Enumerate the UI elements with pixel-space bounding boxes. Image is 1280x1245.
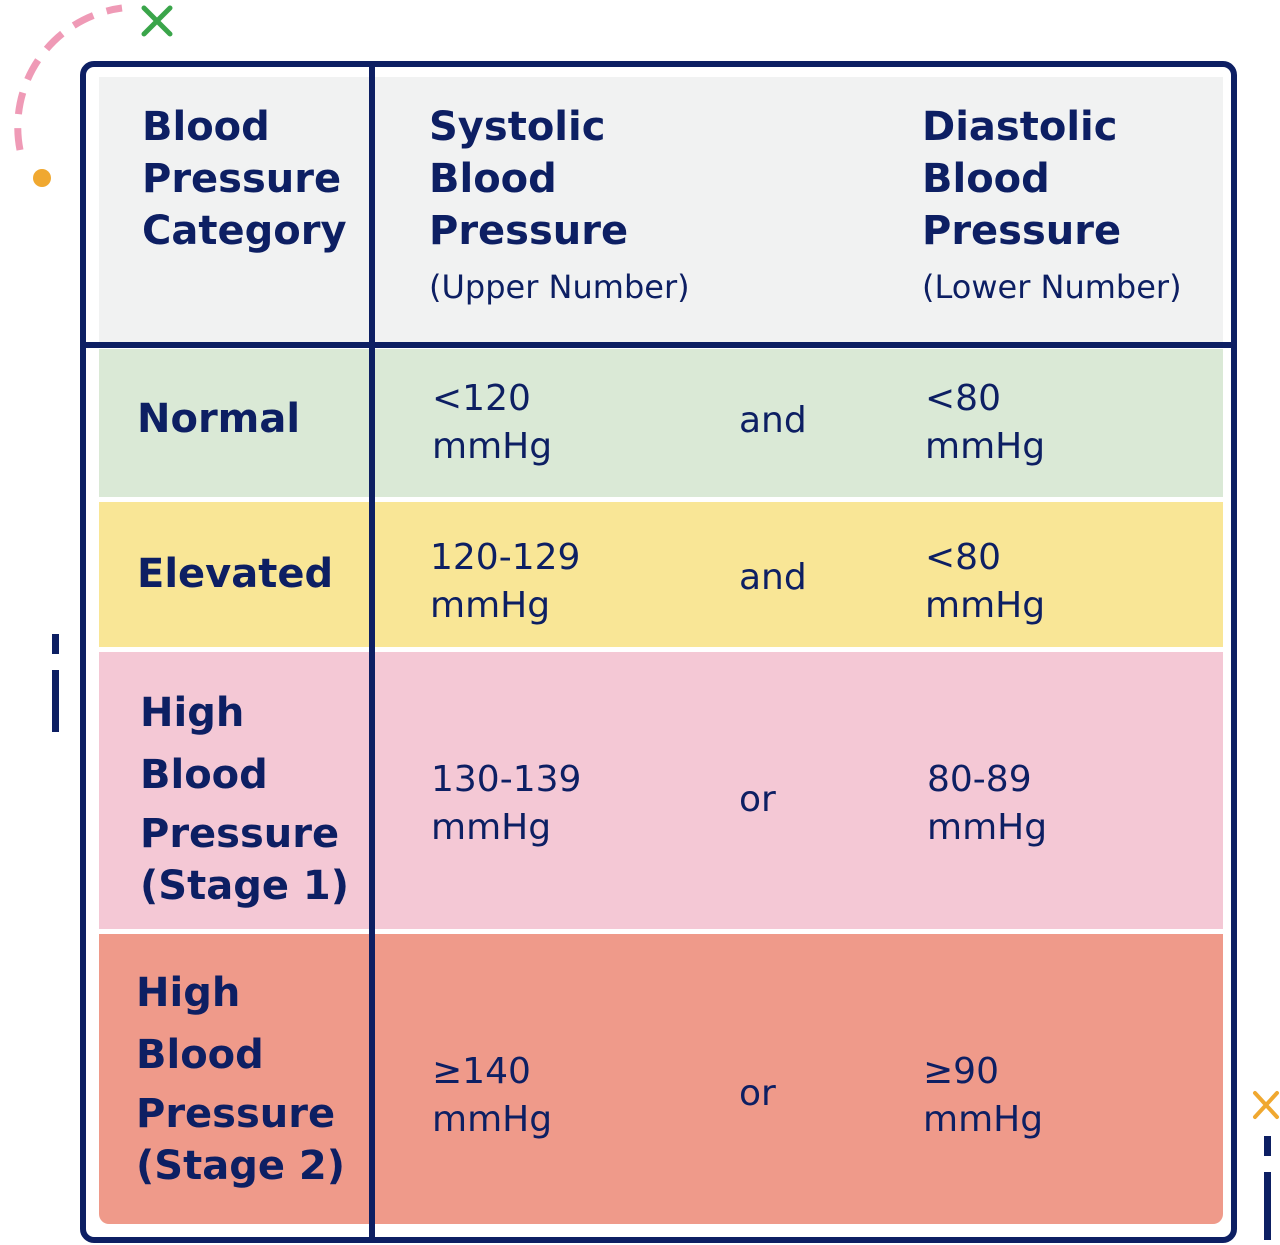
diastolic-normal: <80 mmHg: [925, 378, 1046, 467]
conjunction-normal: and: [739, 400, 807, 441]
category-normal: Normal: [137, 396, 301, 442]
right-tick-marks: [1264, 1136, 1271, 1240]
systolic-elevated: 120-129 mmHg: [430, 537, 581, 626]
orange-cross-icon: [1253, 1091, 1279, 1119]
table-header: Blood Pressure Category Systolic Blood P…: [99, 77, 1223, 342]
blood-pressure-table: Blood Pressure Category Systolic Blood P…: [80, 61, 1237, 1243]
conjunction-elevated: and: [739, 557, 807, 598]
row-elevated: Elevated 120-129 mmHg and <80 mmHg: [99, 502, 1223, 647]
conjunction-stage-2: or: [739, 1073, 776, 1114]
column-divider: [369, 67, 375, 1237]
header-diastolic: Diastolic Blood Pressure (Lower Number): [922, 104, 1182, 306]
green-cross-icon: [141, 5, 173, 37]
systolic-normal: <120 mmHg: [432, 378, 553, 467]
header-systolic: Systolic Blood Pressure (Upper Number): [429, 104, 690, 306]
row-stage-2: High Blood Pressure (Stage 2) ≥140 mmHg …: [99, 934, 1223, 1224]
orange-dot-icon: [33, 169, 51, 187]
diastolic-stage-2: ≥90 mmHg: [923, 1051, 1044, 1140]
category-elevated: Elevated: [137, 551, 334, 597]
header-category: Blood Pressure Category: [142, 104, 347, 254]
systolic-stage-2: ≥140 mmHg: [432, 1051, 553, 1140]
conjunction-stage-1: or: [739, 779, 776, 820]
category-stage-1: High Blood Pressure (Stage 1): [140, 690, 350, 909]
diastolic-elevated: <80 mmHg: [925, 537, 1046, 626]
systolic-stage-1: 130-139 mmHg: [431, 759, 582, 848]
row-normal: Normal <120 mmHg and <80 mmHg: [99, 349, 1223, 497]
left-tick-marks: [52, 634, 59, 732]
header-divider: [86, 342, 1231, 348]
category-stage-2: High Blood Pressure (Stage 2): [136, 970, 346, 1189]
diastolic-stage-1: 80-89 mmHg: [927, 759, 1048, 848]
row-stage-1: High Blood Pressure (Stage 1) 130-139 mm…: [99, 652, 1223, 929]
